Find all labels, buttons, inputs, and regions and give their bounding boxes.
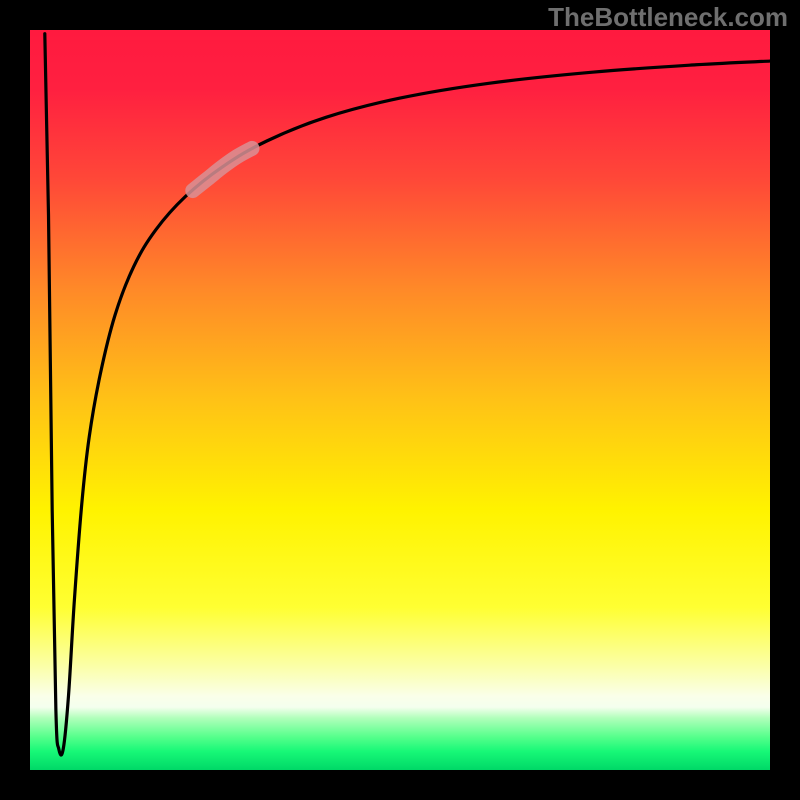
chart-gradient-bg — [30, 30, 770, 770]
watermark-text: TheBottleneck.com — [548, 2, 788, 33]
chart-frame: TheBottleneck.com — [0, 0, 800, 800]
bottleneck-chart — [30, 30, 770, 770]
